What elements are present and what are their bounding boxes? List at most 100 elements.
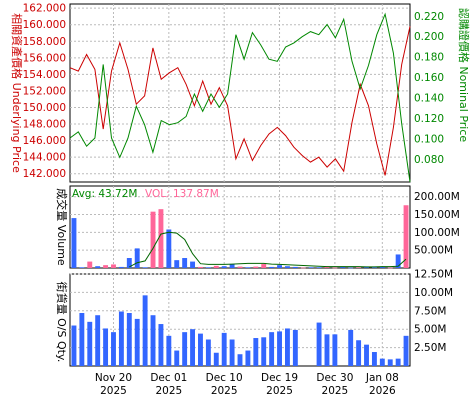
volume-bar: [150, 211, 156, 268]
right-tick-label: 0.080: [414, 154, 444, 166]
price-panel-frame: [69, 3, 411, 183]
left-tick-label: 144.000: [23, 152, 66, 164]
volume-bar: [103, 265, 109, 268]
os-qty-bar: [237, 354, 243, 366]
os-qty-bar: [356, 340, 362, 366]
volume-bar: [340, 266, 346, 268]
os-qty-bar: [182, 332, 188, 366]
left-tick-label: 154.000: [23, 69, 66, 81]
volume-bar: [308, 267, 314, 268]
right-tick-label: 0.220: [414, 11, 444, 23]
volume-bar: [198, 266, 203, 268]
volume-bar: [87, 261, 93, 268]
os-qty-bar: [126, 313, 132, 366]
underlying-price-line: [69, 26, 411, 176]
volume-bar: [118, 266, 124, 268]
volume-bar: [277, 265, 282, 268]
volume-bar: [316, 267, 322, 268]
x-tick-label-year: 2025: [100, 385, 127, 397]
x-tick-label-month: Jan 08: [365, 372, 399, 384]
right-tick-label: 0.140: [414, 93, 444, 105]
os-qty-bar: [190, 329, 196, 366]
os-qty-bar: [245, 350, 251, 366]
left-tick-label: 150.000: [23, 102, 66, 114]
left-tick-label: 162.000: [23, 3, 66, 15]
volume-tick-label: 100.00M: [414, 227, 460, 239]
volume-bar: [324, 266, 330, 268]
os-qty-bar: [277, 331, 282, 366]
left-tick-label: 156.000: [23, 52, 66, 64]
os-qty-bar: [348, 329, 354, 366]
volume-bar: [79, 267, 85, 268]
volume-bar: [126, 258, 132, 268]
os-tick-label: 10.00M: [414, 287, 453, 299]
volume-bar: [284, 266, 290, 268]
os-qty-bar: [174, 350, 180, 366]
os-qty-bar: [134, 318, 140, 366]
volume-bar: [213, 265, 219, 268]
volume-bar: [332, 267, 338, 269]
volume-bar: [403, 205, 409, 268]
underlying-axis-label: 相關資產價格 Underlying Price: [10, 13, 24, 173]
os-qty-bar: [198, 333, 203, 366]
os-qty-bar: [324, 334, 330, 366]
nominal-axis-label: 認購證價格 Nominal Price: [457, 8, 471, 143]
os-qty-bar: [166, 335, 172, 366]
volume-bar: [379, 266, 385, 268]
volume-bar: [166, 229, 172, 268]
volume-bar: [269, 266, 275, 268]
x-tick-label-month: Dec 19: [261, 372, 298, 384]
os-qty-bar: [95, 315, 101, 366]
x-tick-label-year: 2026: [369, 385, 396, 397]
left-tick-label: 160.000: [23, 19, 66, 31]
os-qty-bar: [261, 337, 267, 366]
volume-average-label: Avg: 43.72M: [72, 188, 137, 200]
volume-tick-label: 200.00M: [414, 191, 460, 203]
volume-bar: [71, 218, 77, 268]
x-tick-label-year: 2025: [266, 385, 293, 397]
os-qty-bar: [158, 324, 164, 366]
volume-bar: [158, 209, 164, 268]
left-tick-label: 158.000: [23, 36, 66, 48]
volume-bar: [205, 267, 211, 268]
volume-tick-label: 50.00M: [414, 245, 453, 257]
x-tick-label-year: 2025: [211, 385, 238, 397]
left-tick-label: 152.000: [23, 85, 66, 97]
line-layer: [69, 12, 411, 268]
left-tick-label: 148.000: [23, 119, 66, 131]
grid-lines: [70, 4, 410, 366]
os-qty-bar: [221, 332, 227, 366]
os-tick-label: 12.50M: [414, 269, 453, 281]
os-qty-bar: [395, 358, 401, 366]
volume-bar: [300, 267, 306, 269]
os-qty-bar: [118, 311, 124, 366]
x-tick-label-month: Dec 01: [150, 372, 187, 384]
x-tick-label-year: 2025: [322, 385, 349, 397]
os-qty-bar: [269, 332, 275, 366]
os-tick-label: 5.00M: [414, 324, 446, 336]
right-tick-label: 0.180: [414, 52, 444, 64]
os-qty-bar: [371, 352, 377, 366]
nominal-price-line: [69, 12, 411, 183]
volume-tick-label: 150.00M: [414, 209, 460, 221]
volume-bar: [142, 267, 148, 268]
volume-bar: [395, 254, 401, 268]
os-tick-label: 2.50M: [414, 342, 446, 354]
os-qty-bar: [387, 359, 393, 366]
volume-bar: [371, 267, 377, 268]
os-qty-bar: [79, 313, 85, 366]
volume-current-label: VOL: 137.87M: [145, 188, 219, 200]
os-qty-bar: [332, 334, 338, 366]
os-qty-bar: [205, 339, 211, 366]
os-qty-bar: [213, 352, 219, 366]
x-tick-label-year: 2025: [155, 385, 182, 397]
volume-bar: [261, 264, 267, 268]
os-qty-bar: [87, 321, 93, 366]
right-tick-label: 0.120: [414, 113, 444, 125]
volume-bar: [111, 264, 116, 268]
os-tick-label: 7.50M: [414, 305, 446, 317]
left-tick-label: 146.000: [23, 135, 66, 147]
os-qty-bar: [364, 344, 369, 366]
